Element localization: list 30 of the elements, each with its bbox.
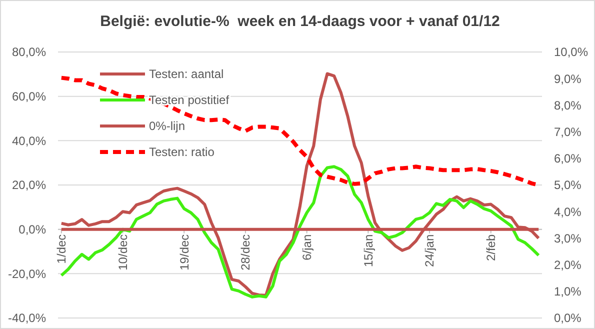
y-tick-label: 20,0% [12,178,46,192]
y2-tick-label: 0,0% [554,311,582,326]
x-tick-label: 2/feb [484,234,498,262]
y-tick-label: 0,0% [18,222,46,237]
x-tick-label: 1/dec [54,234,69,264]
legend-label: 0%-lijn [149,119,186,134]
legend-label: Testen: aantal [149,67,224,82]
x-tick-label: 28/dec [238,234,253,270]
y-tick-label: -40,0% [8,311,46,326]
y2-tick-label: 1,0% [554,284,582,299]
y2-tick-label: 8,0% [554,98,582,112]
y2-tick-label: 7,0% [554,125,582,139]
y2-tick-label: 9,0% [554,72,582,86]
x-tick-label: 6/jan [300,234,314,260]
y2-tick-label: 2,0% [554,258,582,272]
y2-tick-label: 10,0% [554,45,588,60]
chart-title: België: evolutie-% week en 14-daags voor + vanaf 01/12 [100,13,500,30]
y-tick-label: -20,0% [8,266,46,281]
x-tick-label: 19/dec [177,234,192,270]
y2-tick-label: 5,0% [554,178,582,192]
y2-tick-label: 3,0% [554,231,582,246]
legend-label: Testen: ratio [149,145,215,160]
y-tick-label: 40,0% [12,134,46,148]
y-tick-label: 60,0% [12,90,46,104]
x-tick-label: 15/jan [361,234,376,268]
y2-tick-label: 6,0% [554,152,582,166]
y2-tick-label: 4,0% [554,204,582,219]
x-tick-label: 10/dec [116,234,130,270]
x-tick-label: 24/jan [422,234,437,268]
y-tick-label: 80,0% [12,45,46,60]
